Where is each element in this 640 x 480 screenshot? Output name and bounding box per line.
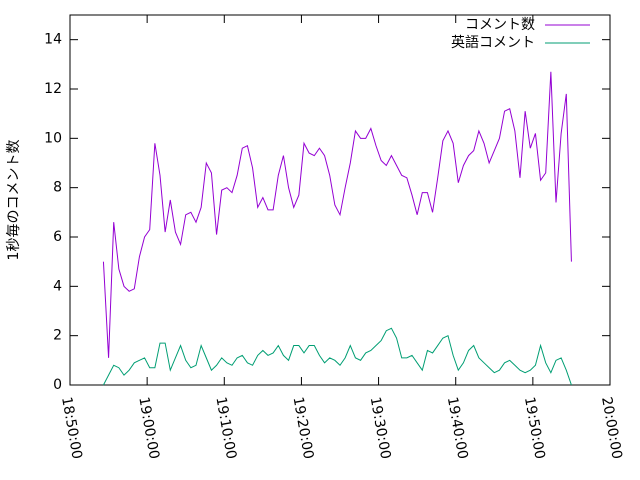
legend-label: 英語コメント — [451, 34, 535, 51]
y-tick-label: 4 — [53, 278, 62, 294]
y-axis-label: 1秒毎のコメント数 — [6, 140, 22, 261]
x-tick-label: 20:00:00 — [598, 396, 625, 461]
legend-label: コメント数 — [465, 17, 535, 33]
y-tick-label: 0 — [53, 377, 62, 393]
y-tick-label: 10 — [44, 130, 62, 146]
x-tick-label: 19:10:00 — [212, 396, 239, 461]
x-tick-label: 19:20:00 — [290, 396, 317, 461]
x-tick-label: 19:50:00 — [521, 396, 548, 461]
y-tick-label: 12 — [44, 81, 62, 97]
data-line — [102, 71, 572, 358]
x-tick-label: 19:40:00 — [444, 396, 471, 461]
data-line — [102, 327, 572, 386]
x-tick-label: 18:50:00 — [58, 396, 85, 461]
y-tick-label: 6 — [53, 229, 62, 245]
plot-frame — [69, 14, 611, 386]
y-tick-label: 2 — [53, 328, 62, 344]
x-tick-label: 19:30:00 — [367, 396, 394, 461]
x-tick-label: 19:00:00 — [135, 396, 162, 461]
y-tick-label: 8 — [53, 180, 62, 196]
y-tick-label: 14 — [44, 32, 62, 48]
